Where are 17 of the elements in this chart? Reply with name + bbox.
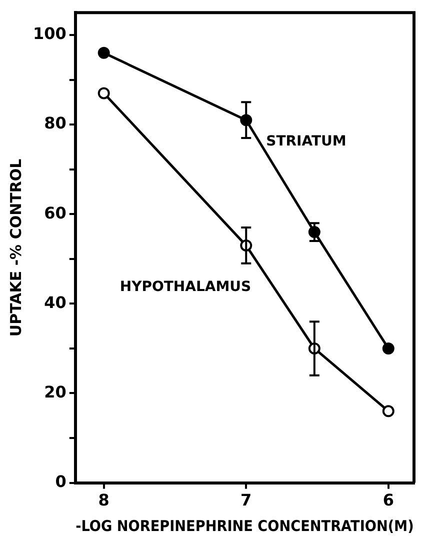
x-axis-title: -LOG NOREPINEPHRINE CONCENTRATION(M)	[76, 518, 414, 536]
y-tick-label: 20	[44, 382, 66, 402]
x-tick-label: 7	[240, 490, 252, 510]
y-tick-label: 80	[44, 114, 66, 133]
y-tick-label: 0	[55, 472, 66, 491]
y-tick-label: 40	[44, 292, 66, 312]
y-tick-label: 100	[32, 24, 66, 44]
point	[98, 46, 110, 59]
point	[98, 87, 110, 100]
point	[382, 342, 394, 354]
point	[382, 405, 394, 418]
x-tick-label: 6	[382, 490, 394, 510]
y-tick-label: 60	[44, 203, 66, 222]
y-axis-title: UPTAKE -% CONTROL	[6, 158, 25, 337]
x-tick-label: 8	[98, 490, 110, 510]
series-label: HYPOTHALAMUS	[120, 279, 252, 296]
series-label: STRIATUM	[266, 134, 346, 150]
